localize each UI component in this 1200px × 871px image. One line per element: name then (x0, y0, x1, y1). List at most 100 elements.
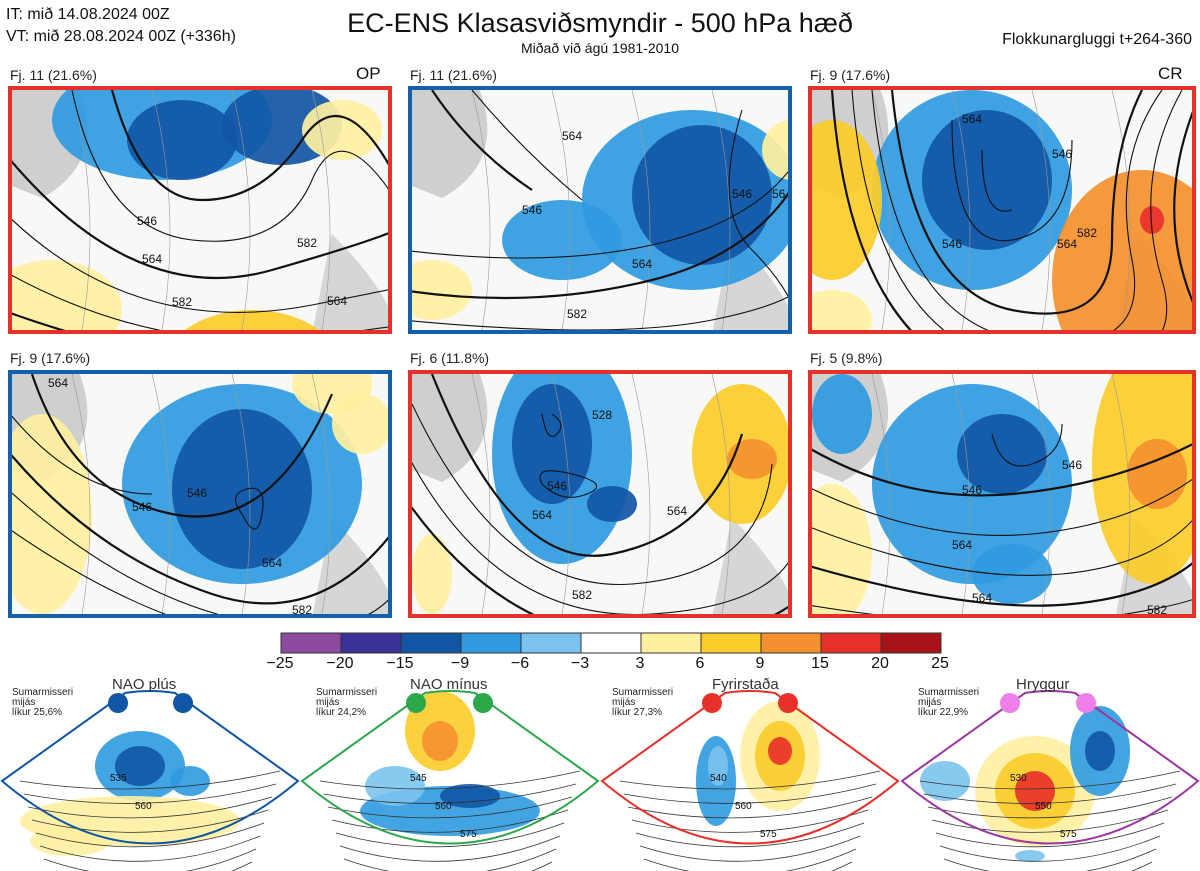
regime-contour (39, 835, 261, 862)
graticule-line (951, 374, 971, 614)
colorbar-cell (400, 632, 462, 654)
colorbar-tick: 15 (811, 655, 829, 672)
regime-contour (923, 783, 1177, 804)
cluster-map-6: 546 546 564 564 582 (808, 370, 1196, 618)
regime-anomaly (768, 737, 792, 765)
regime-frame (900, 690, 1200, 845)
regime-contour (631, 809, 869, 833)
height-contour (812, 562, 1192, 607)
regime-1-map: 535 560 (0, 690, 300, 871)
height-contour (541, 413, 562, 438)
cluster-map-1: 546 564 582 582 564 (8, 86, 392, 334)
regime-contour (939, 835, 1161, 862)
height-contour (430, 374, 744, 557)
regime-contour-label: 545 (410, 773, 427, 784)
contour-label: 546 (132, 500, 152, 514)
panel-3-label: Fj. 9 (17.6%) (810, 67, 891, 83)
regime-contour (935, 822, 1165, 848)
colorbar-cell (340, 632, 402, 654)
colorbar-tick: 6 (695, 655, 705, 672)
panel-2-svg: 546 564 582 564 546 564 (412, 90, 788, 330)
cluster-map-2: 546 564 582 564 546 564 (408, 86, 792, 334)
regime-3-note: Sumarmisseri mijás líkur 27,3% (612, 687, 674, 718)
regime-contour (319, 770, 581, 790)
land-area (312, 234, 388, 330)
colorbar-tick: −9 (450, 655, 470, 672)
regime-maps: 535 560 545 560 575 540 560 575 530 550 575 (0, 690, 1200, 871)
height-contour (812, 599, 1192, 614)
regime-contour (19, 770, 281, 790)
regime-contour (23, 783, 277, 804)
land-area (412, 374, 488, 482)
height-contour (12, 530, 167, 614)
height-contour (539, 470, 598, 498)
regime-contour (931, 809, 1169, 833)
panel-4-svg: 564 546 546 564 582 (12, 374, 388, 614)
graticule-line (551, 90, 571, 330)
anomaly-area (957, 414, 1047, 494)
height-contour (851, 90, 1183, 330)
contour-label: 564 (48, 376, 68, 390)
classification-window: Flokkunargluggi t+264-360 (1002, 31, 1192, 48)
regime-contour-label: 540 (710, 773, 727, 784)
contour-label: 564 (632, 257, 652, 271)
graticule-line (231, 374, 251, 614)
regime-contour (43, 848, 257, 871)
regime-anomaly (708, 746, 728, 786)
anomaly-area (632, 125, 772, 265)
graticule-line (631, 90, 651, 330)
regime-contour (1130, 861, 1153, 871)
regime-4-title: Hryggur (1016, 676, 1070, 693)
land-area (712, 518, 788, 614)
regime-contour (323, 783, 577, 804)
regime-3-dot-right (778, 693, 798, 713)
regime-contour (331, 809, 569, 833)
panel-6-svg: 546 546 564 564 582 (812, 374, 1192, 614)
colorbar-cell (760, 632, 822, 654)
valid-time: VT: mið 28.08.2024 00Z (+336h) (6, 28, 236, 45)
regime-1-note: Sumarmisseri mijás líkur 25,6% (12, 687, 74, 718)
graticule-line (151, 374, 171, 614)
colorbar-cell (880, 632, 942, 654)
regime-anomaly (115, 746, 165, 786)
anomaly-area (1127, 439, 1187, 509)
anomaly-area (1140, 206, 1164, 234)
anomaly-area (762, 120, 788, 180)
contour-label: 564 (962, 112, 982, 126)
header-info: IT: mið 14.08.2024 00Z VT: mið 28.08.202… (6, 4, 236, 48)
height-contour (981, 149, 1013, 212)
anomaly-area (812, 290, 872, 330)
panel-1-tag: OP (356, 64, 381, 83)
colorbar-cell (460, 632, 522, 654)
regime-contour-label: 560 (135, 801, 152, 812)
regime-contour-label: 575 (460, 829, 477, 840)
graticule-line (711, 90, 731, 330)
colorbar (280, 632, 944, 659)
contour-label: 564 (327, 294, 347, 308)
height-contour (12, 415, 153, 495)
height-contour (30, 374, 334, 518)
colorbar-cell (640, 632, 702, 654)
contour-label: 564 (1057, 237, 1077, 251)
contour-label: 582 (1147, 603, 1167, 614)
colorbar-tick: 20 (871, 655, 889, 672)
graticule-line (311, 90, 331, 330)
anomaly-area (502, 200, 622, 280)
colorbar-cell (520, 632, 582, 654)
regime-2-title: NAO mínus (410, 676, 488, 693)
anomaly-area (922, 110, 1052, 250)
panel-2-label: Fj. 11 (21.6%) (410, 67, 497, 83)
regime-contour-label: 550 (1035, 801, 1052, 812)
regime-contour (623, 783, 877, 804)
regime-anomaly (365, 766, 425, 806)
contour-label: 546 (1062, 458, 1082, 472)
regime-contour-label: 560 (735, 801, 752, 812)
contour-label: 582 (1077, 226, 1097, 240)
anomaly-area (972, 544, 1052, 604)
contour-label: 564 (262, 556, 282, 570)
land-area (412, 90, 488, 198)
contour-label: 564 (532, 508, 552, 522)
colorbar-tick: −6 (510, 655, 530, 672)
graticule-line (231, 90, 251, 330)
